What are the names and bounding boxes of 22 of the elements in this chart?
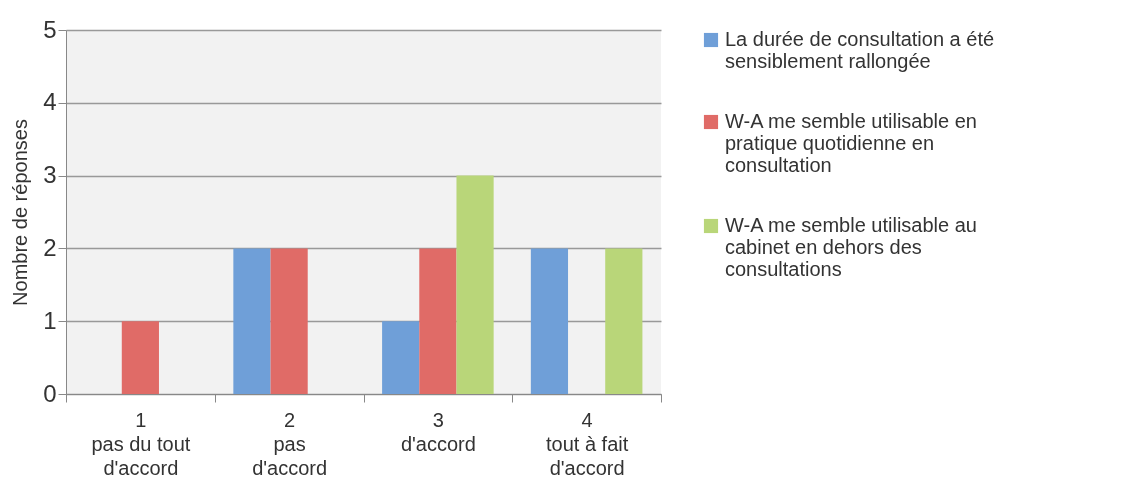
bar	[233, 248, 271, 394]
x-tick-label: 3 d'accord	[400, 408, 476, 455]
legend-label: W-A me semble utilisable en pratique quotidienne en consultation	[725, 110, 977, 176]
bar	[382, 321, 420, 394]
bar	[530, 248, 569, 394]
y-tick-label: 2	[43, 233, 57, 261]
x-tick-label: 2 pas d'accord	[252, 408, 328, 479]
y-tick-label: 3	[43, 161, 57, 189]
bar	[605, 248, 643, 394]
bar	[419, 248, 457, 394]
y-tick-label: 4	[43, 88, 57, 116]
y-tick-label: 1	[43, 306, 57, 334]
y-axis-title: Nombre de réponses	[9, 119, 32, 306]
x-tick-label: 1 pas du tout d'accord	[91, 408, 191, 479]
y-tick-label: 0	[43, 379, 57, 407]
y-tick-label: 5	[43, 15, 57, 43]
x-tick-label: 4 tout à fait d'accord	[545, 408, 629, 479]
bar	[456, 175, 494, 394]
legend-label: W-A me semble utilisable au cabinet en dehors des consultations	[725, 214, 977, 280]
legend-label: La durée de consultation a été sensiblement rallongée	[725, 28, 995, 72]
bar	[270, 248, 308, 394]
bar	[121, 321, 159, 394]
